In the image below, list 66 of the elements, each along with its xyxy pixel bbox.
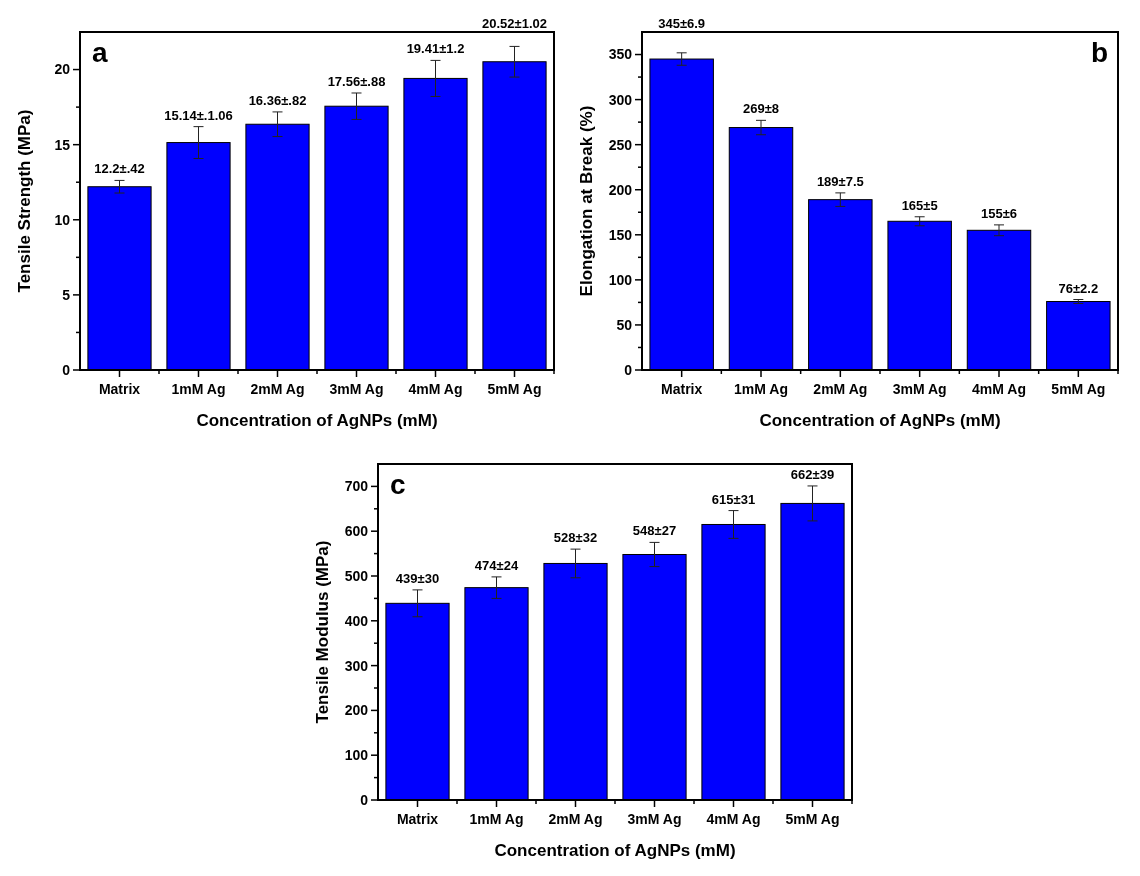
data-label: 76±2.2 <box>1058 280 1099 296</box>
y-tick-label: 600 <box>344 523 369 540</box>
data-label: 20.52±1.02 <box>482 16 547 31</box>
y-tick-label: 500 <box>344 567 369 584</box>
data-label: 662±39 <box>790 466 835 482</box>
chart-title: a <box>92 37 108 68</box>
x-tick-label: 5mM Ag <box>785 811 840 827</box>
chart-title: b <box>1090 37 1108 68</box>
y-tick-label: 0 <box>624 361 633 378</box>
y-tick-label: 10 <box>54 211 71 228</box>
y-tick-label: 200 <box>344 702 369 719</box>
x-tick-label: Matrix <box>98 381 141 397</box>
data-label: 12.2±.42 <box>94 161 145 177</box>
y-tick-label: 300 <box>344 657 369 674</box>
y-axis-title: Tensile Strength (MPa) <box>15 109 34 293</box>
x-tick-label: 3mM Ag <box>892 381 947 397</box>
y-tick-label: 5 <box>62 286 71 303</box>
x-tick-label: 3mM Ag <box>627 811 682 827</box>
data-label: 165±5 <box>901 197 938 213</box>
y-tick-label: 700 <box>344 478 369 495</box>
data-label: 615±31 <box>711 491 756 507</box>
data-label: 474±24 <box>474 557 519 573</box>
x-tick-label: 5mM Ag <box>1051 381 1106 397</box>
x-tick-label: 5mM Ag <box>487 381 542 397</box>
x-tick-label: Matrix <box>661 381 703 397</box>
x-tick-label: 1mM Ag <box>734 381 788 397</box>
x-tick-label: 4mM Ag <box>408 381 463 397</box>
y-tick-label: 200 <box>608 181 633 198</box>
x-axis-title: Concentration of AgNPs (mM) <box>759 411 1001 430</box>
x-tick-label: 1mM Ag <box>469 811 524 827</box>
y-tick-label: 300 <box>608 91 633 108</box>
y-tick-label: 250 <box>608 136 633 153</box>
x-tick-label: 3mM Ag <box>329 381 384 397</box>
x-axis-title: Concentration of AgNPs (mM) <box>494 841 736 860</box>
y-tick-label: 100 <box>608 271 633 288</box>
x-tick-label: 1mM Ag <box>171 381 226 397</box>
data-label: 548±27 <box>632 523 677 539</box>
y-tick-label: 20 <box>54 61 71 78</box>
y-axis-title: Tensile Modulus (MPa) <box>313 540 332 724</box>
y-tick-label: 15 <box>54 136 71 153</box>
chart-title: c <box>390 469 406 500</box>
data-label: 17.56±.88 <box>327 73 386 89</box>
y-tick-label: 50 <box>616 316 633 333</box>
y-tick-label: 400 <box>344 612 369 629</box>
x-tick-label: 2mM Ag <box>813 381 868 397</box>
x-tick-label: 4mM Ag <box>706 811 761 827</box>
x-tick-label: 2mM Ag <box>250 381 305 397</box>
x-tick-label: 2mM Ag <box>548 811 603 827</box>
x-tick-label: 4mM Ag <box>972 381 1026 397</box>
data-label: 345±6.9 <box>658 16 706 31</box>
data-label: 15.14±.1.06 <box>164 107 233 123</box>
y-tick-label: 350 <box>608 46 633 63</box>
x-axis-title: Concentration of AgNPs (mM) <box>196 411 438 430</box>
data-label: 269±8 <box>742 101 780 117</box>
y-tick-label: 150 <box>608 226 633 243</box>
y-axis-title: Elongation at Break (%) <box>577 105 596 297</box>
data-label: 155±6 <box>980 205 1018 221</box>
data-label: 528±32 <box>553 530 598 546</box>
data-label: 16.36±.82 <box>248 92 307 108</box>
y-tick-label: 100 <box>344 747 369 764</box>
data-label: 189±7.5 <box>816 173 864 189</box>
data-label: 439±30 <box>395 570 440 586</box>
y-tick-label: 0 <box>62 361 71 378</box>
y-tick-label: 0 <box>360 791 369 808</box>
x-tick-label: Matrix <box>396 811 439 827</box>
data-label: 19.41±1.2 <box>406 41 465 57</box>
